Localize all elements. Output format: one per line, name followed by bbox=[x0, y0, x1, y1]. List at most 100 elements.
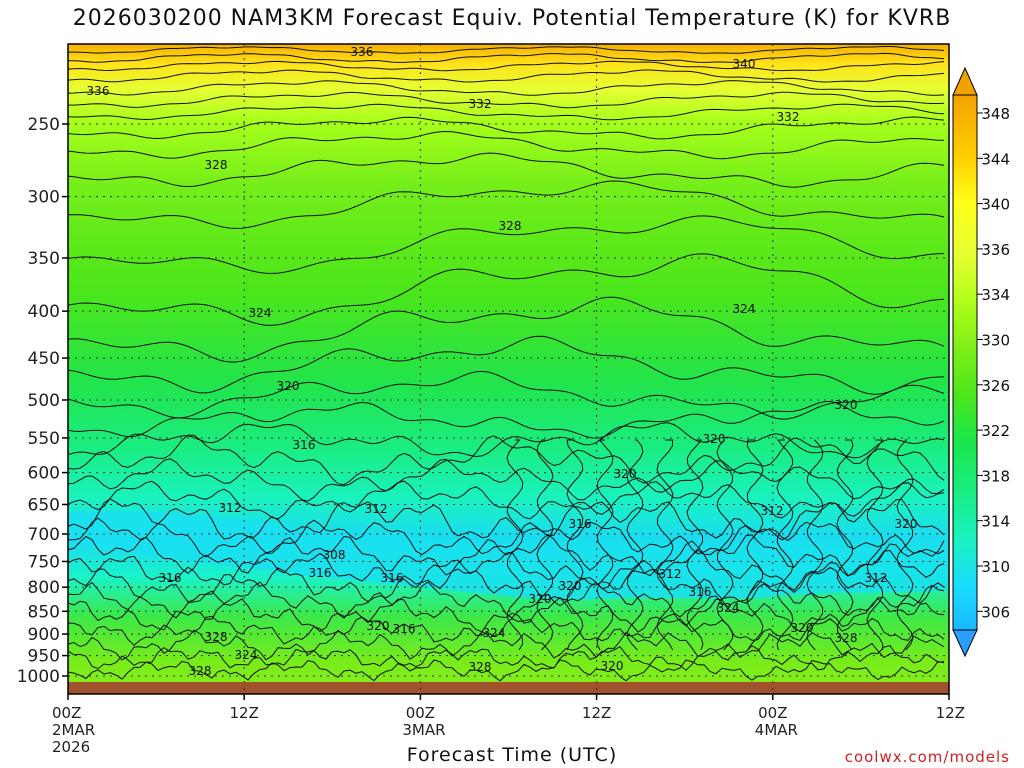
contour-label: 336 bbox=[87, 84, 110, 98]
y-tick-label: 1000 bbox=[17, 667, 60, 687]
convective-contour bbox=[656, 439, 674, 651]
contour-line bbox=[68, 645, 945, 671]
x-axis-label: Forecast Time (UTC) bbox=[406, 744, 618, 766]
contour-label: 316 bbox=[309, 566, 332, 580]
colorbar-label: 336 bbox=[981, 241, 1010, 259]
contour-label: 308 bbox=[323, 548, 346, 562]
colorbar-label: 318 bbox=[981, 467, 1010, 485]
convective-contour bbox=[716, 439, 734, 651]
convective-contour bbox=[836, 439, 854, 651]
contour-label: 332 bbox=[777, 110, 800, 124]
contour-line bbox=[68, 335, 945, 395]
contour-label: 316 bbox=[381, 571, 404, 585]
contour-label: 312 bbox=[865, 571, 888, 585]
contour-line bbox=[68, 434, 945, 486]
contour-label: 320 bbox=[529, 592, 552, 606]
contour-line bbox=[68, 91, 945, 109]
y-tick-label: 450 bbox=[28, 349, 60, 369]
convective-contour bbox=[506, 439, 524, 651]
contour-label: 320 bbox=[559, 579, 582, 593]
convective-contour bbox=[746, 439, 764, 651]
contour-label: 320 bbox=[895, 517, 918, 531]
y-tick-label: 800 bbox=[28, 578, 60, 598]
contour-line bbox=[68, 253, 945, 326]
convective-contour bbox=[806, 439, 824, 651]
contour-line bbox=[68, 180, 945, 229]
contour-label: 324 bbox=[249, 306, 272, 320]
colorbar-label: 306 bbox=[981, 603, 1010, 621]
contour-label: 320 bbox=[601, 659, 624, 673]
colorbar-label: 348 bbox=[981, 105, 1010, 123]
x-tick-label: 4MAR bbox=[755, 721, 798, 739]
contour-label: 336 bbox=[351, 45, 374, 59]
y-tick-label: 250 bbox=[28, 115, 60, 135]
x-tick-label: 00Z bbox=[52, 704, 81, 722]
colorbar-label: 314 bbox=[981, 513, 1010, 531]
contour-line bbox=[68, 629, 945, 661]
y-tick-label: 750 bbox=[28, 552, 60, 572]
contour-label: 324 bbox=[483, 626, 506, 640]
y-tick-label: 600 bbox=[28, 464, 60, 484]
low-theta-e-region bbox=[68, 510, 949, 600]
contour-label: 328 bbox=[469, 660, 492, 674]
x-tick-label: 12Z bbox=[936, 704, 965, 722]
colorbar-body bbox=[952, 94, 978, 631]
contour-line bbox=[68, 130, 945, 160]
convective-contour bbox=[866, 439, 884, 651]
contour-line bbox=[68, 60, 945, 72]
chart-title: 2026030200 NAM3KM Forecast Equiv. Potent… bbox=[72, 6, 952, 31]
contour-label: 328 bbox=[205, 158, 228, 172]
contour-line bbox=[68, 581, 945, 619]
plot-frame bbox=[67, 43, 950, 695]
contour-line bbox=[68, 370, 945, 420]
convective-contour bbox=[686, 439, 704, 651]
x-tick-label: 2MAR bbox=[52, 721, 95, 739]
contour-lines bbox=[68, 46, 945, 682]
colorbar-label: 344 bbox=[981, 150, 1010, 168]
y-tick-label: 850 bbox=[28, 602, 60, 622]
contour-label: 316 bbox=[393, 622, 416, 636]
contour-label: 320 bbox=[367, 619, 390, 633]
contour-line bbox=[68, 152, 945, 188]
y-tick-label: 950 bbox=[28, 647, 60, 667]
colorbar: 348 344 340 336 334 330 326 322 318 314 310 306 bbox=[952, 66, 1010, 658]
contour-label: 328 bbox=[499, 219, 522, 233]
x-tick-label: 12Z bbox=[230, 704, 259, 722]
colorbar-label: 330 bbox=[981, 332, 1010, 350]
y-tick-label: 650 bbox=[28, 495, 60, 515]
contour-line bbox=[68, 116, 945, 140]
contour-label: 312 bbox=[761, 504, 784, 518]
y-tick-label: 500 bbox=[28, 391, 60, 411]
contour-label: 320 bbox=[791, 621, 814, 635]
contour-label: 340 bbox=[733, 57, 756, 71]
contour-label: 320 bbox=[835, 398, 858, 412]
x-tick-label: 00Z bbox=[758, 704, 787, 722]
contour-label: 320 bbox=[614, 467, 637, 481]
y-tick-label: 550 bbox=[28, 429, 60, 449]
contour-label: 332 bbox=[469, 97, 492, 111]
contour-label: 320 bbox=[277, 379, 300, 393]
contour-label: 324 bbox=[717, 601, 740, 615]
colorbar-top-arrow bbox=[952, 66, 978, 96]
x-tick-label: 2026 bbox=[52, 738, 90, 756]
contour-line bbox=[68, 46, 945, 54]
y-tick-label: 400 bbox=[28, 302, 60, 322]
convective-contour bbox=[596, 439, 614, 651]
colorbar-label: 326 bbox=[981, 377, 1010, 395]
contour-line bbox=[68, 80, 945, 96]
y-tick-label: 700 bbox=[28, 525, 60, 545]
contour-label: 316 bbox=[293, 438, 316, 452]
contour-label: 316 bbox=[569, 517, 592, 531]
y-tick-label: 350 bbox=[28, 249, 60, 269]
contour-label: 324 bbox=[733, 302, 756, 316]
contour-line bbox=[68, 296, 945, 363]
colorbar-bottom-arrow bbox=[952, 629, 978, 658]
x-tick-label: 3MAR bbox=[402, 721, 445, 739]
contour-line bbox=[68, 400, 945, 439]
x-tick-label: 00Z bbox=[406, 704, 435, 722]
surface-terrain bbox=[68, 682, 949, 694]
contour-label: 312 bbox=[659, 567, 682, 581]
colorbar-label: 310 bbox=[981, 558, 1010, 576]
credit-link[interactable]: coolwx.com/models bbox=[844, 748, 1010, 766]
